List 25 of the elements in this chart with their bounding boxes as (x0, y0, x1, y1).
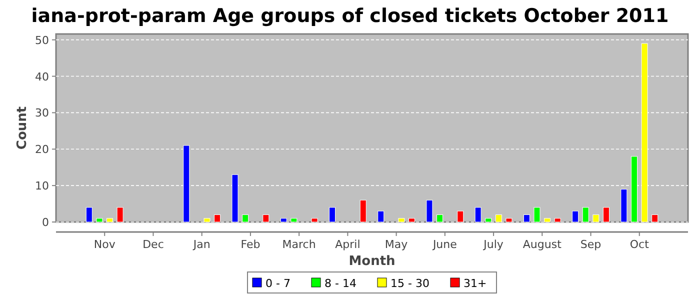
x-tick-label: Oct (630, 238, 650, 251)
x-axis-title: Month (348, 254, 396, 269)
x-tick-label: Jan (192, 238, 210, 251)
x-tick-label: Feb (240, 238, 260, 251)
x-tick-label: Sep (580, 238, 602, 251)
y-tick-label: 10 (35, 180, 49, 193)
y-tick-label: 40 (35, 70, 49, 84)
chart-title: iana-prot-param Age groups of closed tickets October 2011 (31, 5, 669, 27)
y-axis-title: Count (15, 106, 30, 150)
legend-label: 8 - 14 (324, 277, 356, 290)
y-tick-label: 50 (35, 34, 49, 47)
y-tick-label: 20 (35, 143, 49, 156)
x-tick-label: August (522, 238, 562, 251)
x-tick-label: Dec (142, 238, 164, 251)
x-tick-label: March (282, 238, 316, 251)
x-tick-label: April (335, 238, 360, 251)
x-tick-label: May (384, 238, 408, 251)
legend-label: 15 - 30 (390, 277, 430, 290)
legend-label: 31+ (464, 277, 487, 290)
y-tick-label: 30 (35, 106, 49, 120)
x-tick-label: Nov (94, 238, 116, 251)
x-tick-label: June (432, 238, 458, 251)
legend-label: 0 - 7 (266, 277, 290, 290)
x-tick-label: July (482, 238, 504, 251)
y-tick-label: 0 (42, 216, 49, 229)
